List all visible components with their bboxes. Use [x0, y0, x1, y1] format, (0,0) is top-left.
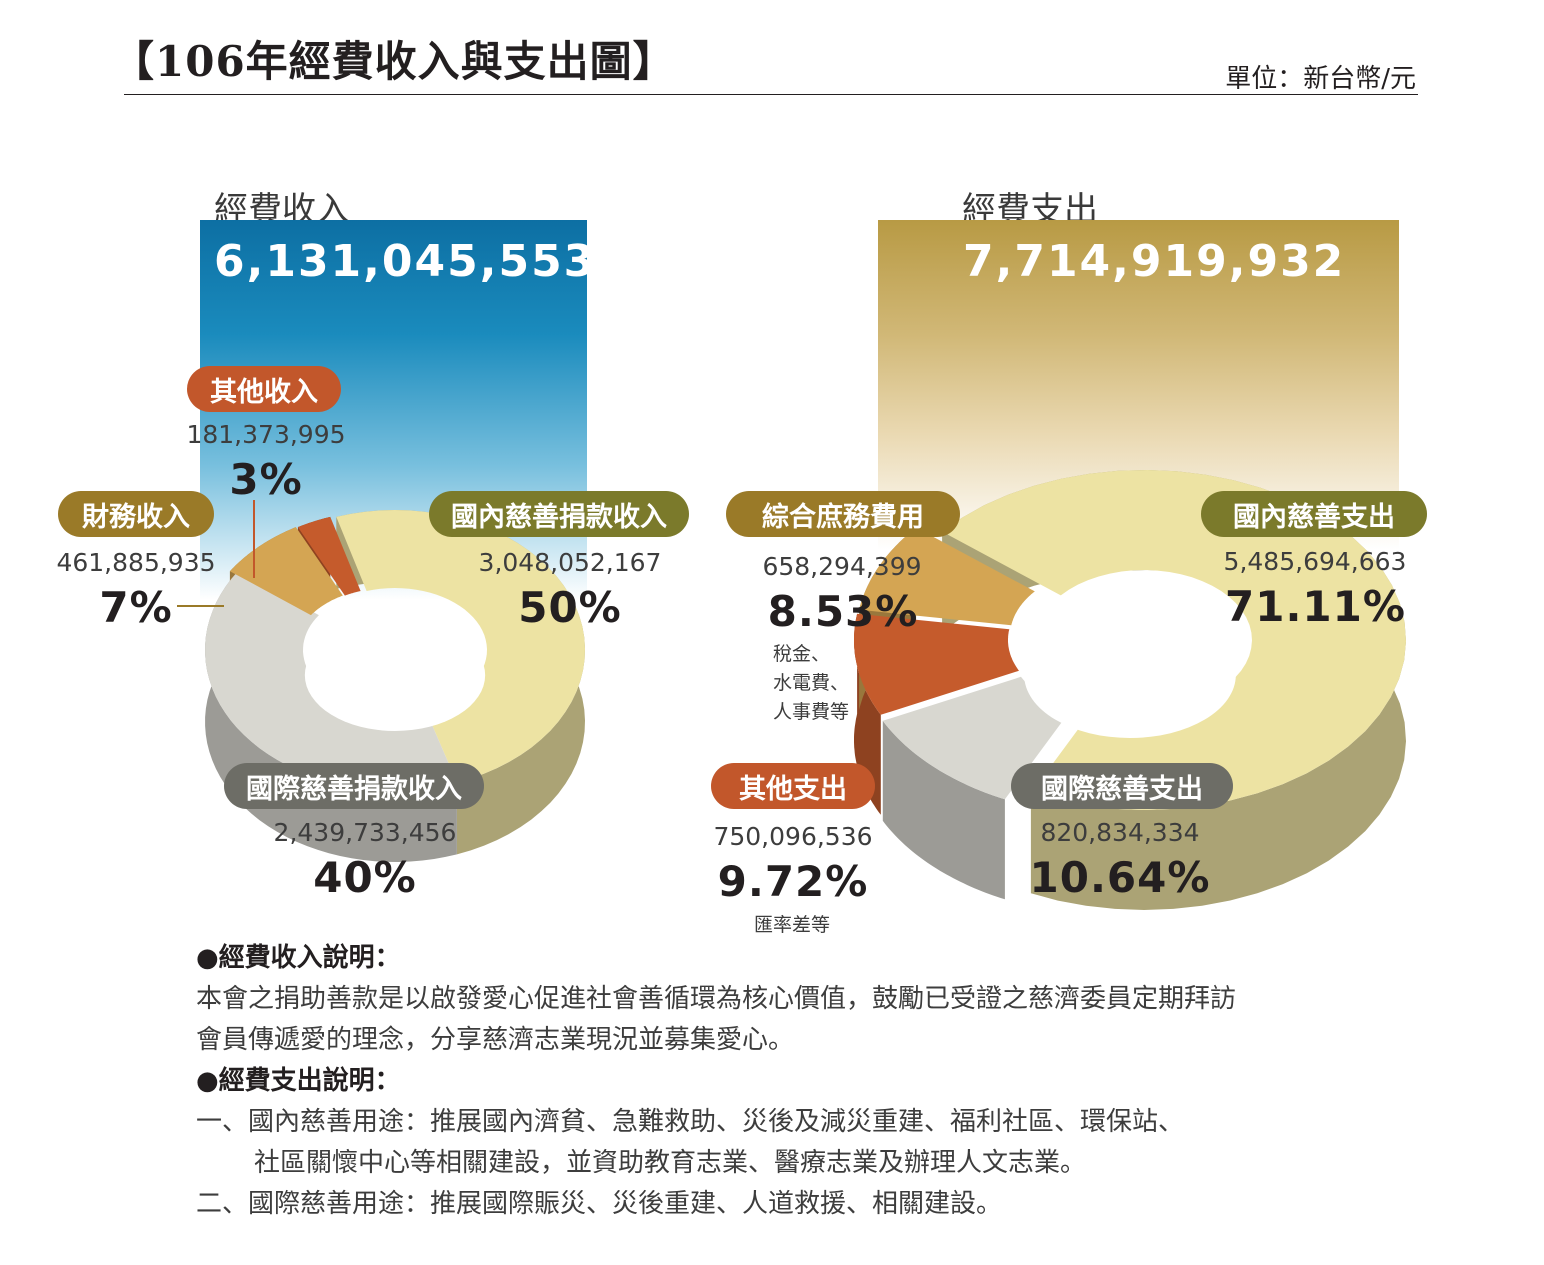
label-other-income: 其他收入 — [187, 366, 341, 412]
amount-international-charity-expense: 820,834,334 — [1040, 818, 1200, 847]
label-general-affairs-expense: 綜合庶務費用 — [726, 491, 960, 537]
expense-total: 7,714,919,932 — [963, 236, 1346, 287]
leader-lines — [177, 500, 255, 607]
donut-hole — [304, 619, 486, 731]
note-other-expense: 匯率差等 — [754, 914, 831, 936]
donut-hole — [1024, 612, 1236, 738]
expense-description-line: 社區關懷中心等相關建設，並資助教育志業、醫療志業及辦理人文志業。 — [254, 1148, 1087, 1178]
donut-slice-其他收入 — [297, 516, 361, 596]
amount-domestic-donation-income: 3,048,052,167 — [478, 548, 662, 577]
donut-slice-國內慈善捐款收入 — [336, 510, 585, 783]
amount-other-expense: 750,096,536 — [713, 822, 873, 851]
income-description-line: 本會之捐助善款是以啟發愛心促進社會善循環為核心價值，鼓勵已受證之慈濟委員定期拜訪 — [196, 984, 1237, 1014]
label-international-donation-income: 國際慈善捐款收入 — [224, 763, 484, 809]
label-international-charity-expense: 國際慈善支出 — [1011, 763, 1233, 809]
note-line: 水電費、 — [773, 672, 850, 694]
income-description-line: 會員傳遞愛的理念，分享慈濟志業現況並募集愛心。 — [196, 1025, 795, 1055]
donut-slice-國內慈善支出 — [942, 470, 1406, 810]
note-line: 人事費等 — [773, 701, 850, 723]
expense-description-line: 二、國際慈善用途：推展國際賑災、災後重建、人道救援、相關建設。 — [196, 1189, 1003, 1219]
amount-international-donation-income: 2,439,733,456 — [273, 818, 457, 847]
pct-domestic-donation-income: 50% — [518, 583, 622, 632]
expense-description-heading: ●經費支出說明： — [196, 1066, 401, 1096]
pct-general-affairs-expense: 8.53% — [767, 587, 919, 636]
description-section: ●經費收入說明： 本會之捐助善款是以啟發愛心促進社會善循環為核心價值，鼓勵已受證… — [196, 938, 1436, 1225]
unit-label: 單位：新台幣/元 — [1225, 64, 1416, 94]
label-other-expense: 其他支出 — [711, 763, 875, 809]
donut-side-1 — [882, 720, 1005, 900]
expense-donut-chart — [854, 470, 1406, 910]
donut-slice-綜合庶務費用 — [859, 527, 1035, 626]
amount-finance-income: 461,885,935 — [56, 548, 216, 577]
donut-slice-財務收入 — [229, 527, 343, 616]
label-domestic-donation-income: 國內慈善捐款收入 — [429, 491, 689, 537]
donut-slice-國際慈善捐款收入 — [205, 571, 457, 790]
pct-finance-income: 7% — [99, 583, 173, 632]
expense-description-line: 一、國內慈善用途：推展國內濟貧、急難救助、災後及減災重建、福利社區、環保站、 — [196, 1107, 1185, 1137]
amount-other-income: 181,373,995 — [186, 420, 346, 449]
title-rule — [124, 94, 1418, 95]
label-domestic-charity-expense: 國內慈善支出 — [1201, 491, 1427, 537]
amount-general-affairs-expense: 658,294,399 — [762, 552, 922, 581]
pct-international-charity-expense: 10.64% — [1029, 853, 1211, 902]
pct-domestic-charity-expense: 71.11% — [1225, 582, 1406, 631]
note-line: 稅金、 — [773, 643, 831, 665]
label-finance-income: 財務收入 — [58, 491, 214, 537]
donut-slice-其他支出 — [854, 613, 1019, 715]
amount-domestic-charity-expense: 5,485,694,663 — [1223, 547, 1407, 576]
income-description-heading: ●經費收入說明： — [196, 943, 401, 973]
page-title: 【106年經費收入與支出圖】 — [112, 37, 676, 86]
note-general-affairs-expense: 稅金、 水電費、 人事費等 — [773, 640, 849, 727]
income-total: 6,131,045,553 — [214, 236, 597, 287]
pct-other-expense: 9.72% — [717, 857, 869, 906]
pct-other-income: 3% — [229, 455, 303, 504]
pct-international-donation-income: 40% — [313, 853, 417, 902]
